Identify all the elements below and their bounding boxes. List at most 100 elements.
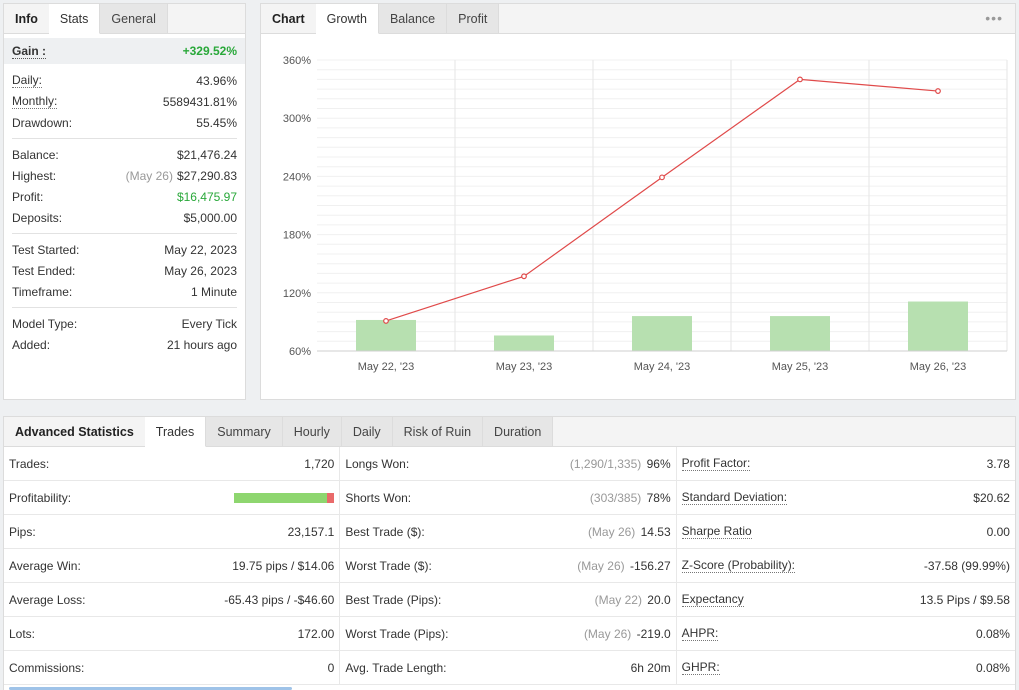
average-loss-label: Average Loss: [9,592,86,607]
profit-label: Profit: [12,189,44,204]
data-point [935,88,941,94]
worst-trade-usd-label: Worst Trade ($): [345,558,432,573]
test-ended-label: Test Ended: [12,263,76,278]
average-win-value: 19.75 pips / $14.06 [232,558,335,573]
tab-duration[interactable]: Duration [483,417,554,446]
best-trade-pips-row: Best Trade (Pips): (May 22) 20.0 [340,583,677,617]
avg-trade-length-label: Avg. Trade Length: [345,660,447,675]
longs-won-count: (1,290/1,335) [569,456,642,471]
info-panel: Info Stats General Gain : +329.52% Daily… [3,3,246,400]
tab-general[interactable]: General [100,4,168,33]
daily-label[interactable]: Daily: [12,73,43,88]
data-point [659,174,665,181]
ghpr-label[interactable]: GHPR: [681,660,720,675]
best-trade-pips-date: (May 22) [594,592,642,607]
data-point [383,318,389,324]
monthly-value: 5589431.81% [162,94,237,109]
gain-value: +329.52% [182,44,237,58]
standard-deviation-label[interactable]: Standard Deviation: [681,490,788,505]
pips-label: Pips: [9,524,36,539]
divider [12,233,237,234]
tab-chart[interactable]: Chart [261,4,316,33]
sharpe-ratio-label[interactable]: Sharpe Ratio [681,524,752,539]
worst-trade-usd-date: (May 26) [577,558,625,573]
bar [632,316,692,351]
profit-factor-label[interactable]: Profit Factor: [681,456,751,471]
drawdown-row: Drawdown: 55.45% [12,112,237,133]
longs-won-label: Longs Won: [345,456,410,471]
tab-growth[interactable]: Growth [315,4,379,34]
ahpr-label[interactable]: AHPR: [681,626,719,641]
advanced-statistics-panel: Advanced Statistics Trades Summary Hourl… [3,416,1016,690]
model-type-value: Every Tick [181,316,237,331]
standard-deviation-row: Standard Deviation: $20.62 [676,481,1015,515]
profitability-bar-loss [327,492,335,503]
tab-balance[interactable]: Balance [378,4,448,33]
horizontal-scrollbar[interactable] [9,687,292,690]
z-score-label[interactable]: Z-Score (Probability): [681,558,796,573]
monthly-label[interactable]: Monthly: [12,94,58,109]
more-options-icon[interactable]: ••• [985,10,1003,26]
sharpe-ratio-value: 0.00 [986,524,1010,539]
drawdown-label: Drawdown: [12,115,73,130]
longs-won-row: Longs Won: (1,290/1,335) 96% [340,447,677,481]
commissions-value: 0 [327,660,335,675]
data-point [797,76,803,83]
bar [770,316,830,351]
test-started-row: Test Started: May 22, 2023 [12,239,237,260]
growth-line [385,78,939,322]
added-value: 21 hours ago [166,337,237,352]
timeframe-value: 1 Minute [190,284,237,299]
test-started-value: May 22, 2023 [164,242,237,257]
model-type-row: Model Type: Every Tick [12,313,237,334]
divider [12,138,237,139]
z-score-value: -37.58 (99.99%) [923,558,1010,573]
ghpr-row: GHPR: 0.08% [676,651,1015,685]
average-win-label: Average Win: [9,558,81,573]
shorts-won-label: Shorts Won: [345,490,412,505]
pips-row: Pips: 23,157.1 [4,515,341,549]
tab-profit[interactable]: Profit [447,4,500,33]
tab-advanced-statistics[interactable]: Advanced Statistics [4,417,145,446]
deposits-row: Deposits: $5,000.00 [12,207,237,228]
profit-factor-value: 3.78 [986,456,1010,471]
highest-label: Highest: [12,168,57,183]
data-point [521,273,527,280]
ghpr-value: 0.08% [975,660,1010,675]
lots-value: 172.00 [297,626,335,641]
y-tick-label: 180% [283,230,311,242]
pips-value: 23,157.1 [287,524,335,539]
gain-label[interactable]: Gain : [12,43,47,59]
trades-label: Trades: [9,456,50,471]
avg-trade-length-row: Avg. Trade Length: 6h 20m [340,651,677,685]
chart-panel: Chart Growth Balance Profit ••• 60% 120% 1… [260,3,1016,400]
stats-column-3: Profit Factor: 3.78 Standard Deviation: $2… [676,447,1015,685]
tab-summary[interactable]: Summary [206,417,283,446]
highest-value: $27,290.83 [176,168,237,183]
tab-stats[interactable]: Stats [48,4,101,34]
stats-column-1: Trades: 1,720 Profitability: Pips: 23,157.… [4,447,341,685]
shorts-won-value: 78% [646,490,671,505]
tab-trades[interactable]: Trades [144,417,207,447]
tab-hourly[interactable]: Hourly [282,417,342,446]
profitability-bar [234,492,335,503]
y-tick-label: 300% [283,113,311,125]
adv-tabs: Advanced Statistics Trades Summary Hourl… [4,417,1015,447]
tab-info[interactable]: Info [4,4,49,33]
info-tabs: Info Stats General [4,4,245,34]
standard-deviation-value: $20.62 [973,490,1010,505]
best-trade-usd-row: Best Trade ($): (May 26) 14.53 [340,515,677,549]
worst-trade-pips-label: Worst Trade (Pips): [345,626,449,641]
lots-row: Lots: 172.00 [4,617,341,651]
profit-factor-row: Profit Factor: 3.78 [676,447,1015,481]
profit-row: Profit: $16,475.97 [12,186,237,207]
tab-risk-of-ruin[interactable]: Risk of Ruin [392,417,484,446]
expectancy-label[interactable]: Expectancy [681,592,744,607]
bar [908,301,968,351]
balance-label: Balance: [12,147,59,162]
tab-daily[interactable]: Daily [341,417,393,446]
z-score-row: Z-Score (Probability): -37.58 (99.99%) [676,549,1015,583]
best-trade-usd-date: (May 26) [587,524,636,539]
shorts-won-row: Shorts Won: (303/385) 78% [340,481,677,515]
model-type-label: Model Type: [12,316,78,331]
